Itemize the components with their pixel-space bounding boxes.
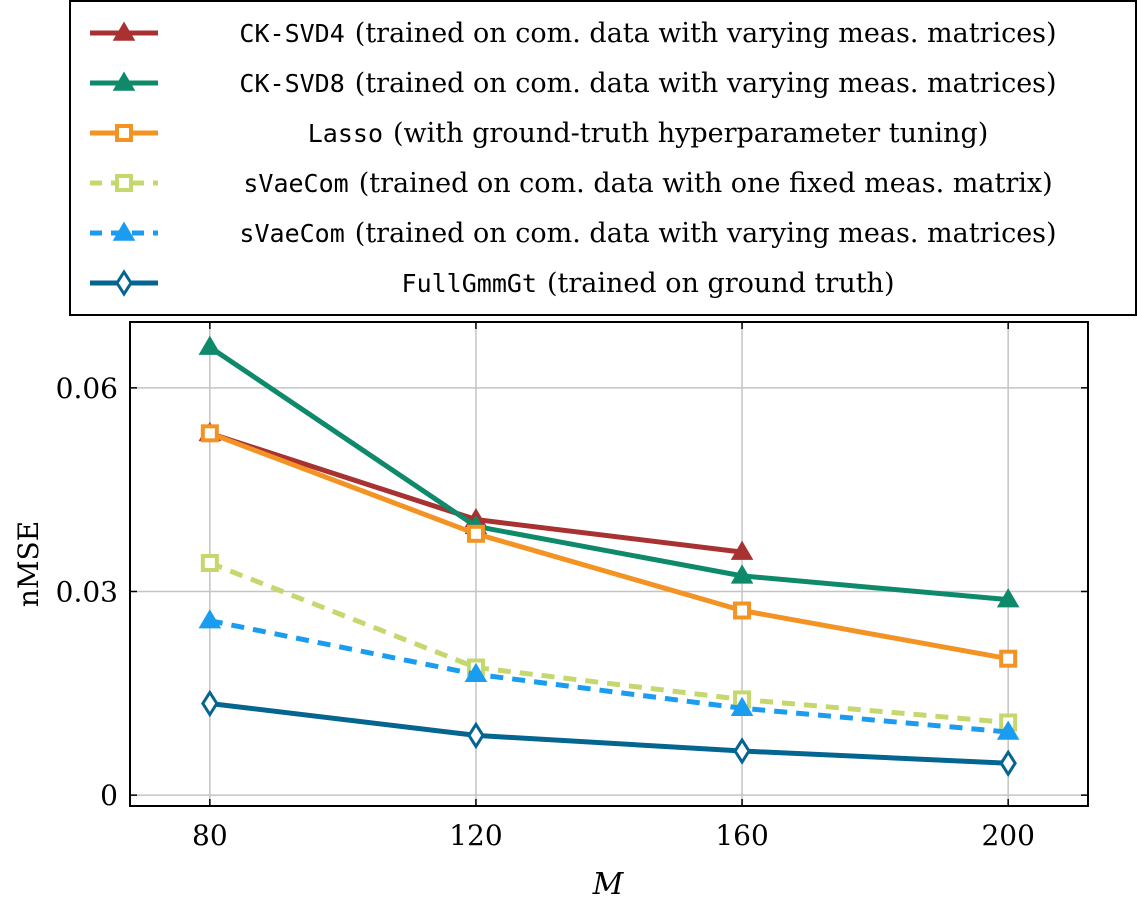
- x-axis-label: M: [592, 867, 625, 902]
- data-point: [198, 609, 222, 629]
- data-point: [200, 553, 219, 572]
- series-5: [198, 609, 1020, 740]
- data-point: [730, 696, 754, 716]
- data-point: [730, 564, 754, 584]
- data-point: [999, 649, 1018, 668]
- legend-entry: sVaeCom (trained on com. data with one fi…: [90, 168, 1053, 199]
- legend-series-description: (trained on com. data with varying meas.…: [355, 18, 1057, 49]
- y-tick-label: 0: [100, 779, 118, 812]
- data-point: [733, 601, 752, 620]
- legend-marker: [112, 71, 136, 91]
- legend-label: Lasso (with ground-truth hyperparameter t…: [308, 118, 989, 149]
- legend-series-code: sVaeCom: [239, 219, 344, 248]
- data-point: [996, 720, 1020, 740]
- legend-label: sVaeCom (trained on com. data with varyin…: [239, 218, 1056, 249]
- legend-series-description: (trained on com. data with varying meas.…: [355, 68, 1057, 99]
- legend-entry: CK-SVD4 (trained on com. data with varyin…: [90, 18, 1057, 49]
- legend-series-description: (trained on com. data with varying meas.…: [355, 218, 1057, 249]
- legend-marker: [115, 124, 133, 142]
- data-point: [730, 540, 754, 560]
- legend-series-description: (with ground-truth hyperparameter tuning…: [393, 118, 988, 149]
- data-point: [464, 662, 488, 683]
- legend-label: sVaeCom (trained on com. data with one fi…: [243, 168, 1052, 199]
- data-point: [200, 424, 219, 443]
- ticks: 80 120 160 200 0 0.03 0.06: [56, 322, 1088, 852]
- legend-label: CK-SVD4 (trained on com. data with varyin…: [239, 18, 1056, 49]
- series-3: [200, 424, 1018, 668]
- data-point: [999, 749, 1017, 778]
- legend-entry: Lasso (with ground-truth hyperparameter t…: [90, 118, 988, 149]
- x-tick-label: 160: [715, 819, 768, 852]
- series-6: [201, 689, 1017, 778]
- legend-series-code: Lasso: [308, 119, 383, 148]
- data-point: [467, 721, 485, 750]
- legend-series-description: (trained on ground truth): [547, 268, 895, 299]
- data-point: [198, 335, 222, 355]
- legend-series-code: CK-SVD8: [239, 69, 344, 98]
- series-layer: [198, 335, 1020, 778]
- plot-frame: [129, 321, 1089, 807]
- legend-entry: CK-SVD8 (trained on com. data with varyin…: [90, 68, 1057, 99]
- legend: CK-SVD4 (trained on com. data with varyin…: [69, 0, 1137, 316]
- legend-entry: FullGmmGt (trained on ground truth): [90, 268, 894, 299]
- legend-series-code: FullGmmGt: [402, 269, 537, 298]
- grid: [130, 322, 1088, 806]
- y-tick-label: 0.06: [56, 372, 118, 405]
- x-tick-label: 200: [981, 819, 1034, 852]
- series-line: [208, 560, 1009, 725]
- legend-label: CK-SVD8 (trained on com. data with varyin…: [239, 68, 1056, 99]
- y-tick-label: 0.03: [56, 575, 118, 608]
- legend-series-code: CK-SVD4: [239, 19, 344, 48]
- x-tick-label: 80: [192, 819, 228, 852]
- data-point: [733, 737, 751, 765]
- legend-series-description: (trained on com. data with one fixed mea…: [359, 168, 1053, 199]
- x-tick-label: 120: [449, 819, 502, 852]
- series-line: [209, 701, 1009, 766]
- y-axis-label: nMSE: [12, 521, 45, 607]
- legend-marker: [115, 269, 133, 297]
- legend-label: FullGmmGt (trained on ground truth): [402, 268, 895, 299]
- series-line: [208, 345, 1009, 603]
- data-point: [466, 524, 485, 543]
- legend-marker: [112, 21, 136, 41]
- legend-marker: [112, 221, 136, 241]
- legend-entry: sVaeCom (trained on com. data with varyin…: [90, 218, 1057, 249]
- legend-series-code: sVaeCom: [243, 169, 348, 198]
- legend-marker: [115, 174, 133, 192]
- legend-frame: [69, 0, 1137, 316]
- data-point: [201, 689, 219, 718]
- data-point: [996, 588, 1020, 608]
- series-line: [209, 618, 1009, 735]
- series-line: [208, 430, 1009, 662]
